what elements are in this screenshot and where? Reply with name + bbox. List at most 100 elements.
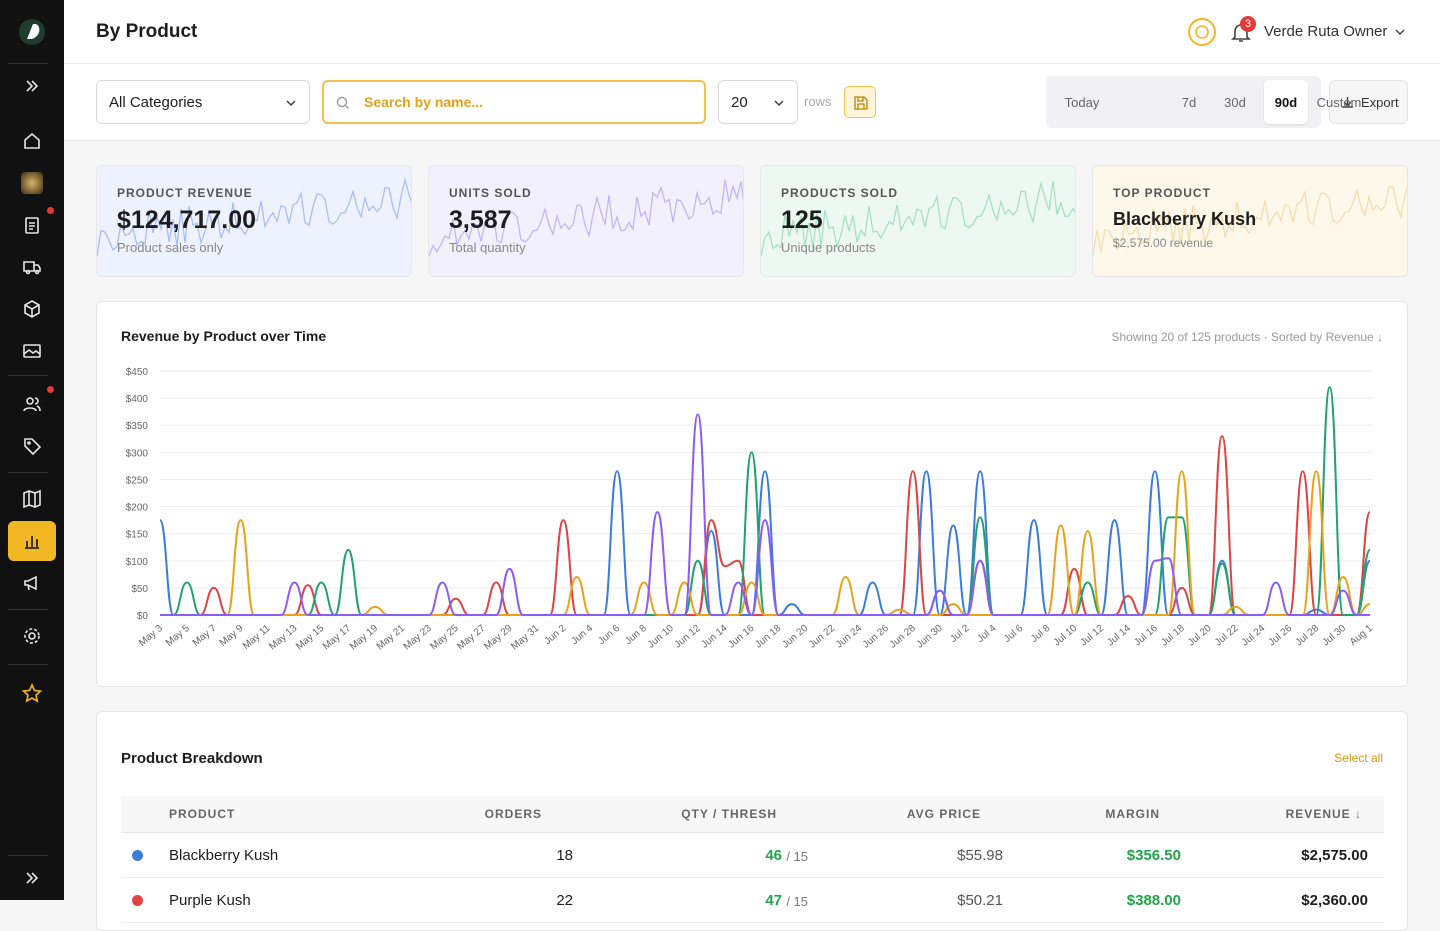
x-tick-label: Jul 24 bbox=[1240, 623, 1268, 649]
x-tick-label: May 7 bbox=[191, 623, 219, 649]
x-tick-label: Jun 26 bbox=[861, 623, 891, 651]
range-option[interactable]: Today bbox=[1064, 94, 1100, 110]
logo[interactable] bbox=[18, 18, 46, 46]
export-label: Export bbox=[1361, 94, 1399, 110]
save-button[interactable] bbox=[844, 86, 876, 118]
column-header[interactable]: PRODUCT bbox=[169, 807, 236, 821]
row-divider bbox=[121, 877, 1384, 878]
collapse-icon[interactable] bbox=[22, 868, 42, 888]
x-tick-label: Jun 16 bbox=[726, 623, 756, 651]
range-option[interactable]: 90d bbox=[1264, 80, 1308, 124]
column-header[interactable]: REVENUE ↓ bbox=[1285, 807, 1362, 821]
favorites-icon[interactable] bbox=[22, 683, 42, 703]
badge-dot bbox=[47, 207, 54, 214]
page-title: By Product bbox=[96, 21, 198, 42]
orders-icon[interactable] bbox=[22, 215, 42, 235]
export-button[interactable]: Export bbox=[1329, 80, 1408, 124]
y-tick-label: $300 bbox=[126, 448, 149, 459]
x-tick-label: Jul 12 bbox=[1079, 623, 1107, 649]
x-tick-label: Jun 6 bbox=[596, 623, 622, 647]
y-tick-label: $0 bbox=[137, 611, 149, 622]
kpi-label: PRODUCTS SOLD bbox=[781, 186, 899, 200]
x-tick-label: Jul 28 bbox=[1294, 623, 1322, 649]
sparkline-decoration bbox=[761, 180, 1075, 257]
tags-icon[interactable] bbox=[22, 436, 42, 456]
x-tick-label: Jul 6 bbox=[1002, 623, 1026, 645]
sparkline-decoration bbox=[429, 179, 743, 257]
download-icon bbox=[1342, 97, 1353, 108]
save-icon bbox=[854, 96, 868, 110]
y-tick-label: $150 bbox=[126, 530, 149, 541]
badge-dot bbox=[47, 386, 54, 393]
series-line bbox=[160, 470, 1371, 617]
kpi-card: PRODUCT REVENUE $124,717.00 Product sales … bbox=[96, 165, 412, 277]
column-header[interactable]: AVG PRICE bbox=[906, 807, 981, 821]
settings-icon[interactable] bbox=[22, 626, 42, 646]
help-icon[interactable] bbox=[1187, 17, 1217, 47]
column-header[interactable]: QTY / THRESH bbox=[681, 807, 777, 821]
column-header[interactable]: ORDERS bbox=[484, 807, 542, 821]
reports-icon[interactable] bbox=[22, 531, 42, 551]
x-tick-label: May 23 bbox=[402, 623, 435, 653]
category-select[interactable]: All Categories bbox=[96, 80, 310, 124]
x-tick-label: May 25 bbox=[429, 623, 462, 653]
x-tick-label: May 15 bbox=[294, 623, 327, 653]
media-icon[interactable] bbox=[22, 341, 42, 361]
x-tick-label: Jul 10 bbox=[1052, 623, 1080, 649]
inventory-icon[interactable] bbox=[22, 299, 42, 319]
kpi-sub: Total quantity bbox=[449, 240, 526, 255]
sparkline bbox=[97, 177, 411, 257]
x-tick-label: Jul 26 bbox=[1267, 623, 1295, 649]
search-input[interactable]: Search by name... bbox=[322, 80, 706, 124]
x-tick-label: Aug 1 bbox=[1348, 623, 1375, 649]
x-tick-label: Jul 18 bbox=[1159, 623, 1187, 649]
x-tick-label: Jun 22 bbox=[807, 623, 837, 651]
column-header[interactable]: MARGIN bbox=[1105, 807, 1160, 821]
chart-card: Revenue by Product over Time Showing 20 o… bbox=[96, 301, 1408, 687]
kpi-value: 3,587 bbox=[449, 206, 512, 234]
range-option[interactable]: 7d bbox=[1181, 94, 1197, 110]
x-tick-label: May 31 bbox=[509, 623, 542, 653]
store-avatar[interactable] bbox=[21, 172, 43, 194]
revenue: $2,360.00 bbox=[1301, 892, 1368, 909]
expand-icon[interactable] bbox=[22, 76, 42, 96]
kpi-label: PRODUCT REVENUE bbox=[117, 186, 253, 200]
x-tick-label: Jun 2 bbox=[542, 623, 568, 647]
user-name[interactable]: Verde Ruta Owner bbox=[1264, 23, 1388, 40]
rows-label: rows bbox=[804, 94, 832, 109]
x-tick-label: Jul 16 bbox=[1132, 623, 1160, 649]
x-tick-label: Jul 2 bbox=[948, 623, 972, 645]
delivery-icon[interactable] bbox=[22, 257, 42, 277]
product-name: Blackberry Kush bbox=[169, 847, 279, 864]
rows-select[interactable]: 20 bbox=[718, 80, 798, 124]
row-divider bbox=[121, 922, 1384, 923]
header: By Product 3 Verde Ruta Owner bbox=[64, 0, 1440, 64]
marketing-icon[interactable] bbox=[22, 573, 42, 593]
catalog-icon[interactable] bbox=[22, 489, 42, 509]
range-option[interactable]: 30d bbox=[1224, 94, 1246, 110]
customers-icon[interactable] bbox=[22, 394, 42, 414]
x-tick-label: Jun 18 bbox=[753, 623, 783, 651]
x-tick-label: Jul 22 bbox=[1213, 623, 1241, 649]
category-value: All Categories bbox=[109, 93, 203, 111]
x-tick-label: Jul 4 bbox=[975, 623, 999, 645]
revenue: $2,575.00 bbox=[1301, 847, 1368, 864]
separator bbox=[8, 375, 48, 376]
separator bbox=[8, 472, 48, 473]
x-tick-label: Jun 24 bbox=[834, 623, 864, 651]
y-tick-label: $350 bbox=[126, 421, 149, 432]
sidebar bbox=[0, 0, 64, 900]
x-tick-label: Jun 12 bbox=[673, 623, 703, 651]
sparkline bbox=[761, 180, 1075, 257]
x-tick-label: May 5 bbox=[164, 623, 192, 649]
sparkline-decoration bbox=[97, 177, 411, 257]
y-tick-label: $450 bbox=[126, 367, 149, 378]
home-icon[interactable] bbox=[22, 131, 42, 151]
qty: 46 bbox=[765, 847, 782, 864]
sparkline bbox=[1093, 184, 1407, 257]
avg-price: $50.21 bbox=[957, 892, 1003, 909]
separator bbox=[8, 664, 48, 665]
select-all[interactable]: Select all bbox=[1334, 751, 1383, 765]
range-option[interactable]: Custom bbox=[1316, 94, 1362, 110]
row-color-dot bbox=[132, 895, 143, 906]
